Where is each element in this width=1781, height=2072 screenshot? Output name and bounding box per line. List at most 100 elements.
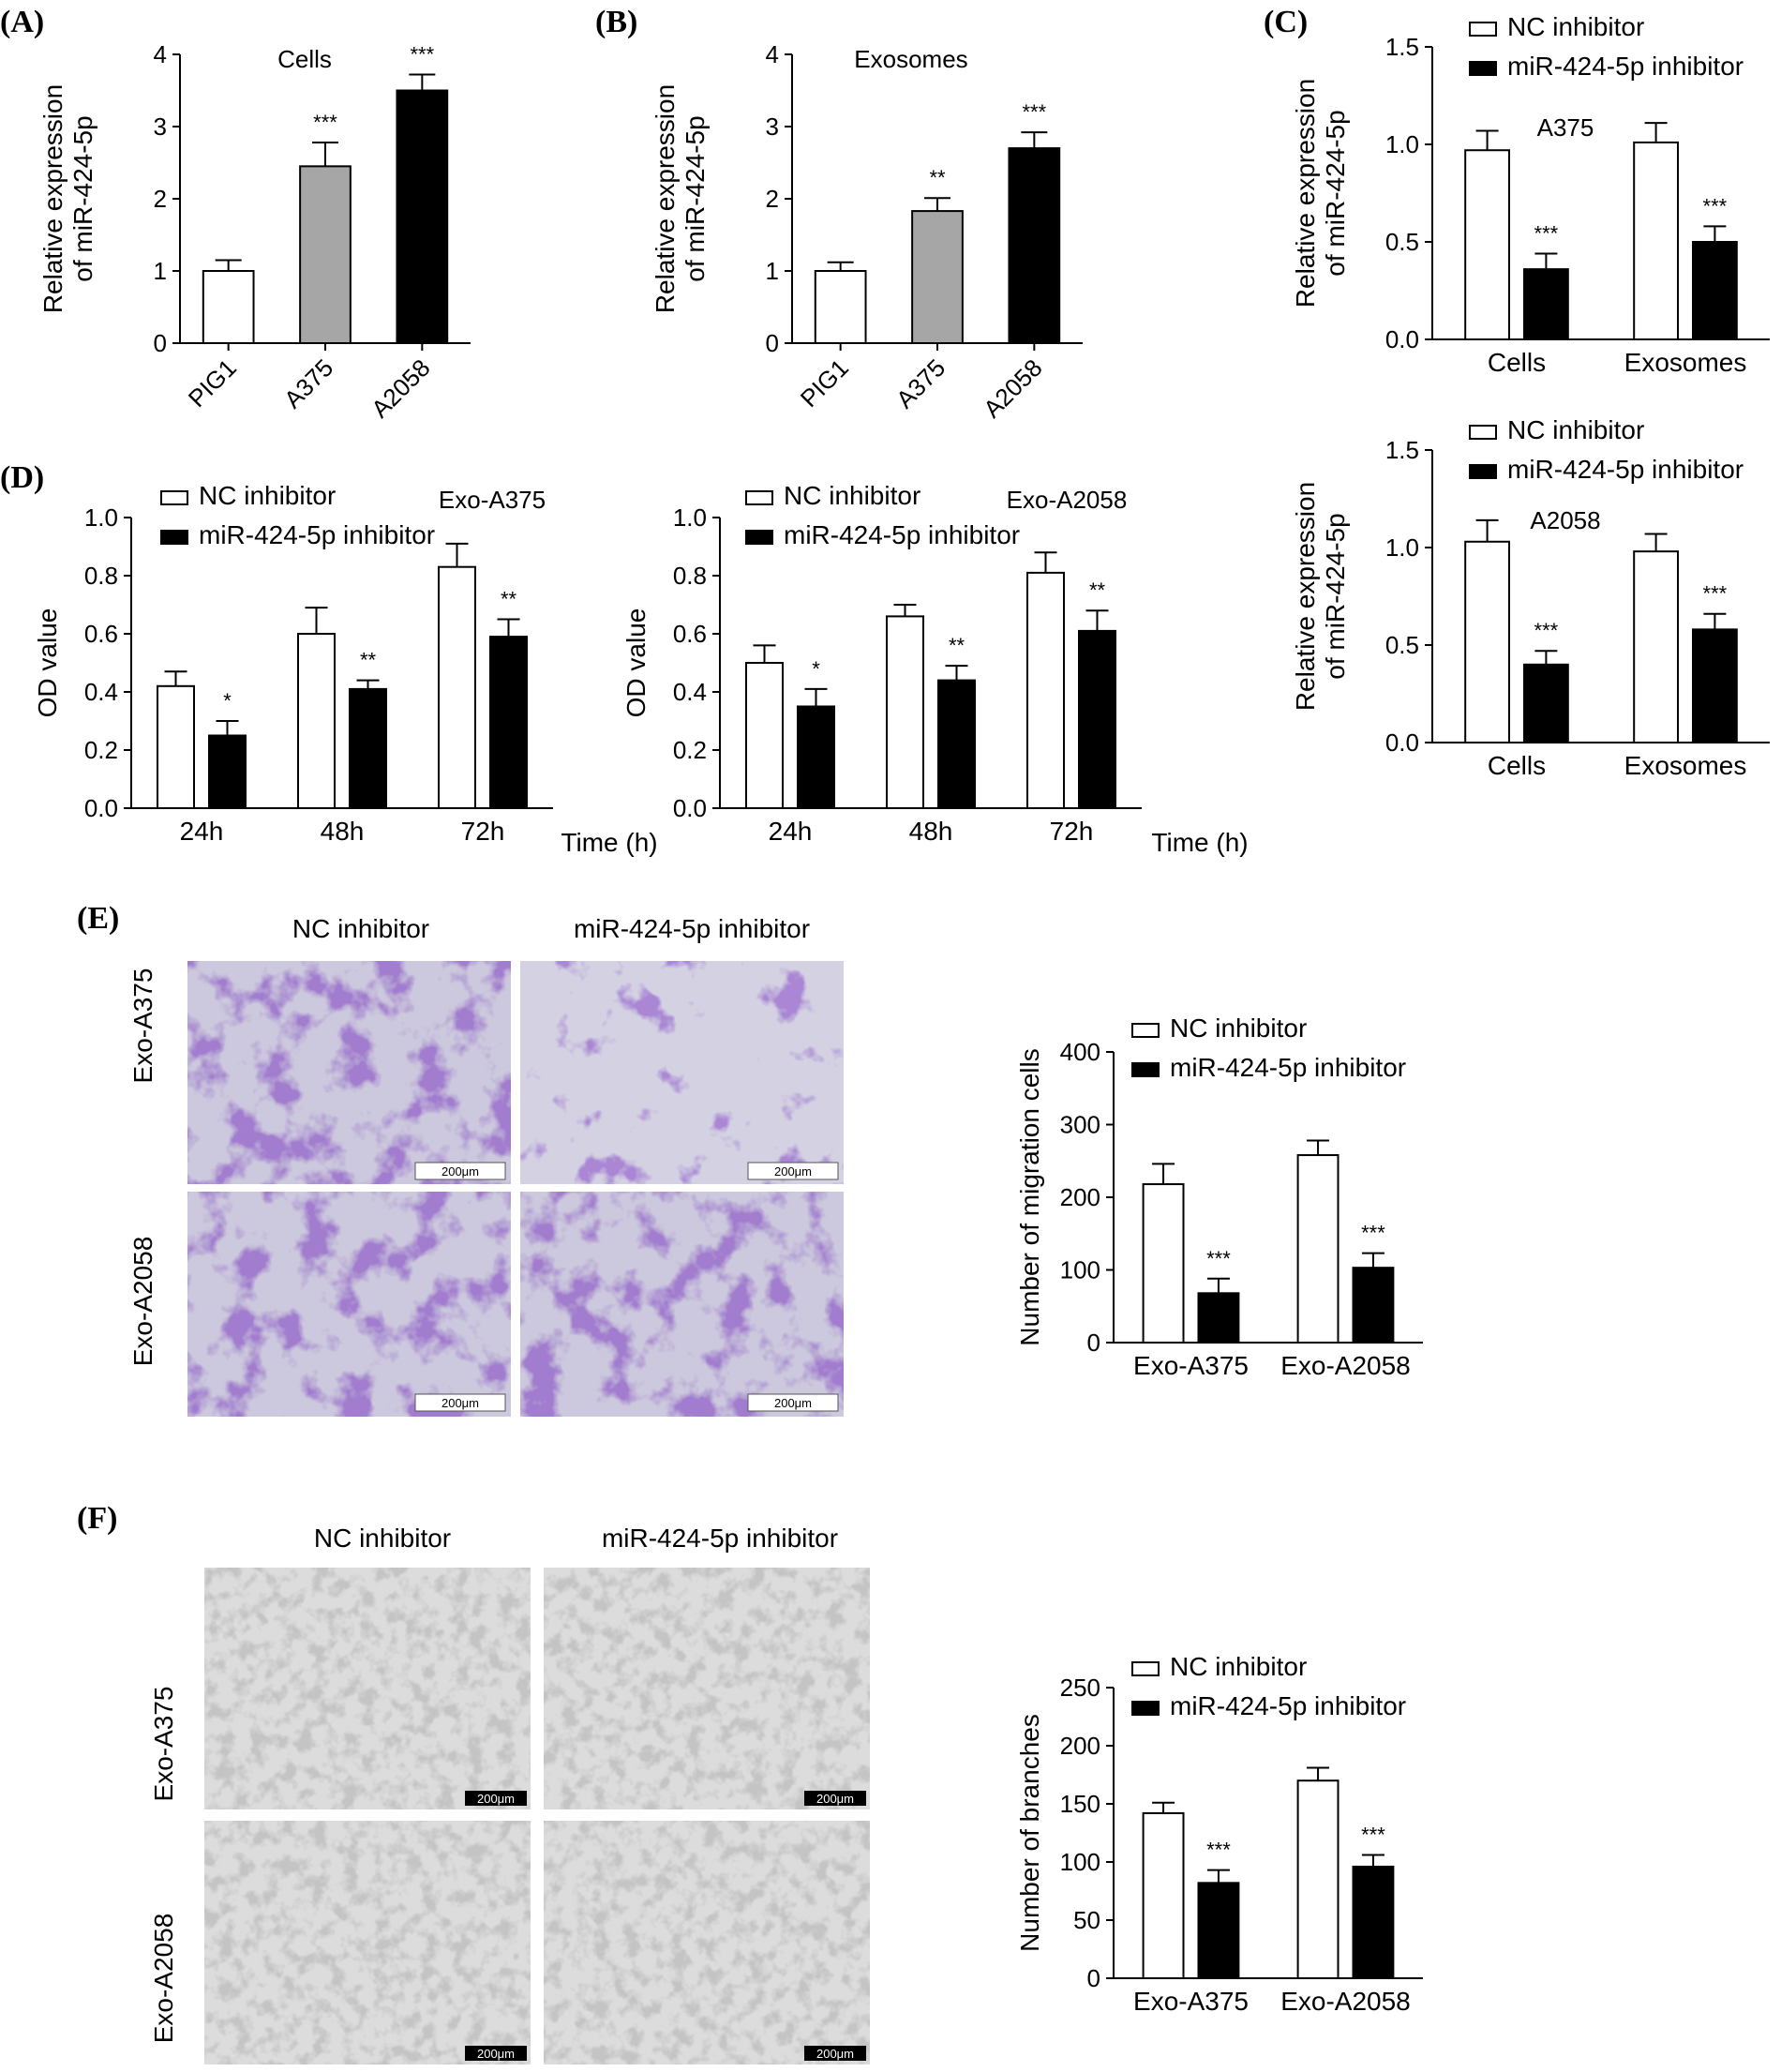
x-tick-label: Exosomes: [1624, 348, 1747, 377]
chart-b: 0 1 2 3 4 Relative expression of miR-424-5p Exo…: [651, 40, 1083, 423]
f-scalebar: 200μm: [477, 2047, 515, 2061]
y-tick-label: 0.0: [673, 794, 707, 822]
chart-d-exo-a2058: 0.0 0.2 0.4 0.6 0.8 1.0 OD value Exo-A2058 Time …: [621, 481, 1249, 857]
y-tick-label: 4: [766, 40, 779, 68]
y-axis-label: of miR-424-5p: [681, 115, 710, 281]
significance-label: ***: [410, 43, 434, 67]
x-axis-label: Time (h): [561, 828, 657, 857]
bar-mir-inhibitor: [349, 687, 387, 810]
y-axis-label: Relative expression: [651, 84, 680, 313]
significance-label: **: [929, 166, 946, 189]
y-tick-label: 0.0: [1385, 325, 1419, 353]
bar-mir-inhibitor: [1692, 628, 1738, 743]
x-axis-label: Time (h): [1151, 828, 1248, 857]
f-col-label-mir: miR-424-5p inhibitor: [602, 1524, 838, 1553]
significance-label: ***: [1703, 194, 1728, 218]
bar: [396, 89, 449, 344]
panel-letter-e: (E): [77, 901, 119, 936]
legend-label-nc: NC inhibitor: [784, 481, 920, 510]
e-micrograph-a2058-nc: 200μm: [187, 1192, 511, 1417]
bar-nc-inhibitor: [1026, 571, 1065, 810]
bar-nc-inhibitor: [1142, 1811, 1185, 1980]
y-tick-label: 3: [154, 113, 167, 141]
bar-nc-inhibitor: [1296, 1154, 1339, 1344]
chart-a: 0 1 2 3 4 Relative expression of miR-424-5p Cel…: [38, 40, 471, 423]
y-axis-label: Relative expression: [38, 84, 67, 313]
y-tick-label: 1: [154, 257, 167, 285]
y-tick-label: 1: [766, 257, 779, 285]
y-tick-label: 1.0: [1385, 130, 1419, 158]
y-tick-label: 200: [1060, 1183, 1100, 1211]
e-micrograph-a375-mir: 200μm: [520, 961, 844, 1184]
x-tick-label: A375: [278, 353, 338, 413]
e-row-label-a375: Exo-A375: [128, 968, 157, 1084]
y-tick-label: 3: [766, 113, 779, 141]
y-axis-label: Number of branches: [1015, 1714, 1044, 1952]
bar: [1008, 147, 1061, 344]
bar-mir-inhibitor: [1197, 1292, 1240, 1344]
bar: [814, 270, 867, 344]
bar-nc-inhibitor: [745, 662, 784, 809]
bar-mir-inhibitor: [1352, 1267, 1395, 1344]
significance-label: ***: [1206, 1247, 1231, 1270]
bar-nc-inhibitor: [886, 615, 924, 810]
y-tick-label: 0.8: [84, 562, 118, 590]
bar: [911, 210, 964, 344]
y-tick-label: 50: [1073, 1906, 1100, 1934]
bar-mir-inhibitor: [1078, 629, 1116, 810]
significance-label: ***: [1534, 221, 1559, 245]
significance-label: **: [1089, 578, 1106, 602]
e-col-label-mir: miR-424-5p inhibitor: [574, 914, 810, 943]
panel-letter-f: (F): [77, 1501, 117, 1536]
y-tick-label: 0: [1087, 1964, 1100, 1992]
y-tick-label: 1.0: [673, 503, 707, 532]
f-scalebar: 200μm: [477, 1792, 515, 1806]
y-tick-label: 0: [154, 329, 167, 357]
y-tick-label: 250: [1060, 1674, 1100, 1702]
y-axis-label: Relative expression: [1291, 79, 1320, 308]
bar-mir-inhibitor: [208, 734, 247, 809]
y-tick-label: 150: [1060, 1790, 1100, 1818]
y-tick-label: 0.4: [673, 678, 707, 706]
y-tick-label: 400: [1060, 1038, 1100, 1066]
legend-swatch-nc: [1131, 1661, 1160, 1676]
y-tick-label: 0.6: [84, 620, 118, 648]
bar-mir-inhibitor: [1197, 1882, 1240, 1979]
legend-swatch-mir: [1131, 1701, 1160, 1716]
x-tick-label: Exosomes: [1624, 751, 1747, 780]
significance-label: ***: [1703, 582, 1728, 606]
legend-swatch-mir: [745, 530, 773, 545]
bar-nc-inhibitor: [1464, 540, 1510, 744]
f-row-label-a2058: Exo-A2058: [149, 1914, 178, 2044]
x-tick-label: 48h: [321, 817, 365, 846]
f-micrograph-a375-mir: 200μm: [544, 1568, 870, 1809]
legend-swatch-nc: [1469, 425, 1497, 440]
chart-annotation: Cells: [277, 45, 332, 73]
bar-nc-inhibitor: [1142, 1183, 1185, 1344]
panel-letter-b: (B): [595, 5, 637, 39]
significance-label: **: [949, 634, 965, 657]
significance-label: ***: [1534, 619, 1559, 642]
f-col-label-nc: NC inhibitor: [314, 1524, 451, 1553]
bar: [202, 270, 255, 344]
y-axis-label: of miR-424-5p: [1321, 513, 1350, 679]
x-tick-label: Cells: [1488, 751, 1546, 780]
significance-label: **: [501, 588, 517, 611]
chart-d-exo-a375: 0.0 0.2 0.4 0.6 0.8 1.0 OD value Exo-A375 Time (…: [33, 481, 658, 857]
bar-mir-inhibitor: [1692, 241, 1738, 340]
bar-mir-inhibitor: [937, 679, 976, 809]
legend-swatch-mir: [1131, 1062, 1160, 1077]
f-micrograph-a2058-mir: 200μm: [544, 1821, 870, 2064]
legend-label-mir: miR-424-5p inhibitor: [1507, 455, 1744, 484]
y-tick-label: 0.0: [84, 794, 118, 822]
panel-letter-a: (A): [0, 5, 44, 39]
y-tick-label: 0: [1087, 1329, 1100, 1357]
x-tick-label: Exo-A2058: [1280, 1351, 1411, 1380]
bar: [299, 165, 352, 344]
e-scalebar: 200μm: [442, 1164, 479, 1179]
chart-annotation: Exo-A375: [439, 486, 546, 514]
bar-nc-inhibitor: [157, 684, 195, 809]
legend-label-nc: NC inhibitor: [1170, 1652, 1307, 1681]
chart-c-a2058: 0.0 0.5 1.0 1.5 Relative expression of miR-42…: [1291, 415, 1770, 780]
